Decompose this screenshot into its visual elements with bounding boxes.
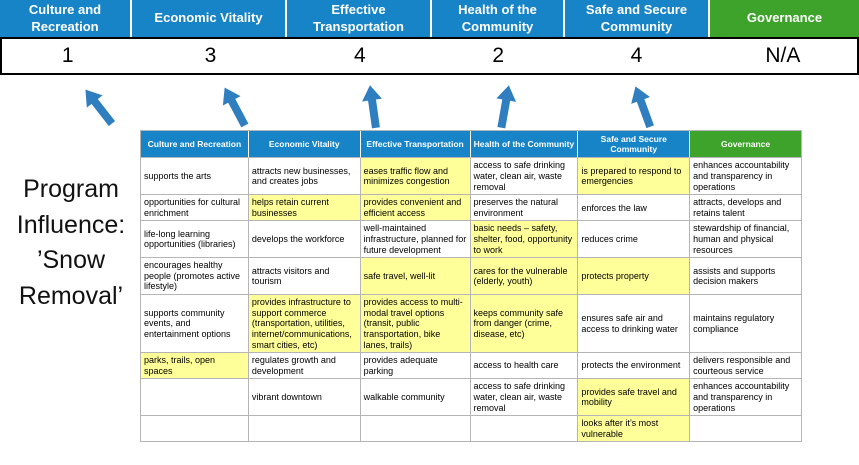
band-header-3: Health of the Community xyxy=(432,0,565,37)
matrix-cell: is prepared to respond to emergencies xyxy=(578,158,691,196)
band-score-0: 1 xyxy=(61,44,74,67)
matrix-cell: preserves the natural environment xyxy=(470,195,579,222)
band-header-4: Safe and Secure Community xyxy=(565,0,710,37)
matrix-cell: provides infrastructure to support comme… xyxy=(248,295,361,354)
matrix-cell: opportunities for cultural enrichment xyxy=(141,195,249,222)
matrix-header-5: Governance xyxy=(690,131,802,159)
matrix-cell: well-maintained infrastructure, planned … xyxy=(360,221,471,259)
matrix-cell: basic needs – safety, shelter, food, opp… xyxy=(470,221,579,259)
scoreboard-band: Culture and Recreation Economic Vitality E… xyxy=(0,0,859,75)
matrix-cell: vibrant downtown xyxy=(248,379,361,417)
matrix-cell: looks after it’s most vulnerable xyxy=(578,416,691,443)
matrix-cell: keeps community safe from danger (crime,… xyxy=(470,295,579,354)
up-arrow-icon xyxy=(85,89,116,127)
matrix-cell: encourages healthy people (promotes acti… xyxy=(141,258,249,296)
matrix-header-2: Effective Transportation xyxy=(360,131,471,159)
up-arrow-icon xyxy=(496,85,517,129)
band-score-4: 4 xyxy=(630,44,643,67)
influence-matrix: Culture and Recreation Economic Vitality E… xyxy=(140,130,802,443)
band-header-0: Culture and Recreation xyxy=(0,0,132,37)
matrix-cell: helps retain current businesses xyxy=(248,195,361,222)
matrix-cell xyxy=(470,416,579,443)
matrix-cell xyxy=(248,416,361,443)
matrix-cell: parks, trails, open spaces xyxy=(141,353,249,380)
matrix-cell: life-long learning opportunities (librar… xyxy=(141,221,249,259)
matrix-header-4: Safe and Secure Community xyxy=(578,131,691,159)
up-arrow-icon xyxy=(222,87,249,128)
matrix-header-1: Economic Vitality xyxy=(248,131,361,159)
band-header-1: Economic Vitality xyxy=(132,0,287,37)
band-score-2: 4 xyxy=(353,44,366,67)
matrix-cell: attracts, develops and retains talent xyxy=(690,195,802,222)
matrix-cell: delivers responsible and courteous servi… xyxy=(690,353,802,380)
band-score-1: 3 xyxy=(204,44,217,67)
matrix-cell: attracts visitors and tourism xyxy=(248,258,361,296)
matrix-cell: walkable community xyxy=(360,379,471,417)
band-score-5: N/A xyxy=(765,44,801,67)
matrix-cell: cares for the vulnerable (elderly, youth… xyxy=(470,258,579,296)
matrix-cell: maintains regulatory compliance xyxy=(690,295,802,354)
matrix-cell xyxy=(690,416,802,443)
up-arrow-icon xyxy=(631,86,654,129)
matrix-cell: supports the arts xyxy=(141,158,249,196)
matrix-cell: protects property xyxy=(578,258,691,296)
matrix-cell: enhances accountability and transparency… xyxy=(690,158,802,196)
matrix-cell: reduces crime xyxy=(578,221,691,259)
matrix-cell: ensures safe air and access to drinking … xyxy=(578,295,691,354)
band-scores: 1 3 4 2 4 N/A xyxy=(0,37,859,75)
matrix-header-0: Culture and Recreation xyxy=(141,131,249,159)
matrix-cell: provides adequate parking xyxy=(360,353,471,380)
band-header-2: Effective Transportation xyxy=(287,0,432,37)
band-headers: Culture and Recreation Economic Vitality E… xyxy=(0,0,859,37)
matrix-cell: safe travel, well-lit xyxy=(360,258,471,296)
matrix-cell: attracts new businesses, and creates job… xyxy=(248,158,361,196)
matrix-cell: enforces the law xyxy=(578,195,691,222)
matrix-cell: access to safe drinking water, clean air… xyxy=(470,379,579,417)
matrix-cell: stewardship of financial, human and phys… xyxy=(690,221,802,259)
page-title: Program Influence: ’Snow Removal’ xyxy=(16,175,126,310)
matrix-cell: access to safe drinking water, clean air… xyxy=(470,158,579,196)
matrix-cell xyxy=(360,416,471,443)
matrix-cell xyxy=(141,416,249,443)
matrix-cell: protects the environment xyxy=(578,353,691,380)
matrix-cell: develops the workforce xyxy=(248,221,361,259)
up-arrow-icon xyxy=(362,85,382,129)
matrix-cell: supports community events, and entertain… xyxy=(141,295,249,354)
band-score-3: 2 xyxy=(492,44,505,67)
matrix-cell: regulates growth and development xyxy=(248,353,361,380)
matrix-cell: assists and supports decision makers xyxy=(690,258,802,296)
matrix-header-3: Health of the Community xyxy=(470,131,579,159)
matrix-cell xyxy=(141,379,249,417)
matrix-cell: enhances accountability and transparency… xyxy=(690,379,802,417)
matrix-cell: eases traffic flow and minimizes congest… xyxy=(360,158,471,196)
matrix-cell: access to health care xyxy=(470,353,579,380)
matrix-cell: provides convenient and efficient access xyxy=(360,195,471,222)
matrix-cell: provides access to multi-modal travel op… xyxy=(360,295,471,354)
matrix-cell: provides safe travel and mobility xyxy=(578,379,691,417)
band-header-5: Governance xyxy=(710,0,859,37)
